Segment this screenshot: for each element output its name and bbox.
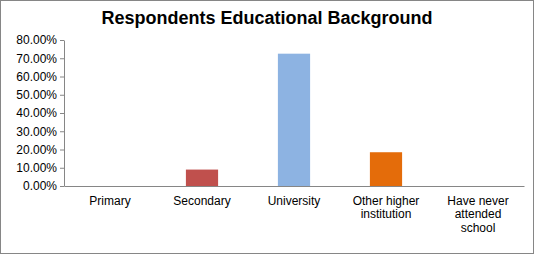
y-axis-line [64,41,65,187]
bar [186,170,218,186]
y-tick: 80.00% [16,33,64,47]
y-tick-label: 0.00% [23,179,57,193]
y-tick: 0.00% [23,179,64,193]
y-tick-label: 10.00% [16,161,57,175]
plot-area: 0.00% 10.00% 20.00% 30.00% 40.00% 50.00% 60.00… [16,33,524,235]
y-tick-mark [60,150,64,151]
y-tick-mark [60,186,64,187]
bar [462,186,494,187]
x-tick: Primary [89,186,130,208]
label-line: institution [361,207,412,221]
x-tick: Secondary [173,186,230,208]
y-tick-label: 20.00% [16,143,57,157]
label-line: Primary [89,194,130,208]
x-tick-label: Secondary [173,194,230,208]
y-tick-mark [60,95,64,96]
x-tick: University [268,186,321,208]
y-tick-mark [60,131,64,132]
y-tick: 40.00% [16,106,64,120]
bar [278,54,310,186]
y-tick: 10.00% [16,161,64,175]
bar [370,152,402,186]
label-line: school [461,221,496,235]
y-tick-mark [60,40,64,41]
chart-frame [1,1,534,254]
y-tick-label: 40.00% [16,106,57,120]
label-line: Secondary [173,194,230,208]
y-tick-mark [60,77,64,78]
label-line: attended [455,207,502,221]
chart-container: Respondents Educational Background 0.00% 1… [0,0,534,254]
y-tick-mark [60,58,64,59]
x-axis: Primary Secondary University Other higherin… [65,186,525,235]
y-axis: 0.00% 10.00% 20.00% 30.00% 40.00% 50.00% 60.00… [16,33,64,193]
x-tick-label: Have neverattendedschool [447,194,508,236]
y-tick-mark [60,168,64,169]
y-tick-mark [60,113,64,114]
x-tick: Other higherinstitution [353,186,420,221]
chart-title: Respondents Educational Background [101,8,432,28]
y-tick-label: 80.00% [16,33,57,47]
y-tick: 20.00% [16,143,64,157]
y-tick-label: 70.00% [16,52,57,66]
bars [186,54,402,186]
x-tick-label: University [268,194,321,208]
x-tick-label: Primary [89,194,130,208]
label-line: University [268,194,321,208]
y-tick: 60.00% [16,70,64,84]
y-tick-label: 50.00% [16,88,57,102]
y-tick-label: 30.00% [16,125,57,139]
x-tick: Have neverattendedschool [447,186,508,235]
chart-svg: Respondents Educational Background 0.00% 1… [0,0,534,254]
label-line: Have never [447,194,508,208]
x-tick-label: Other higherinstitution [353,194,420,222]
y-tick: 50.00% [16,88,64,102]
label-line: Other higher [353,194,420,208]
bar [94,186,126,187]
y-tick: 30.00% [16,125,64,139]
y-tick-label: 60.00% [16,70,57,84]
x-axis-line [65,186,525,187]
y-tick: 70.00% [16,52,64,66]
